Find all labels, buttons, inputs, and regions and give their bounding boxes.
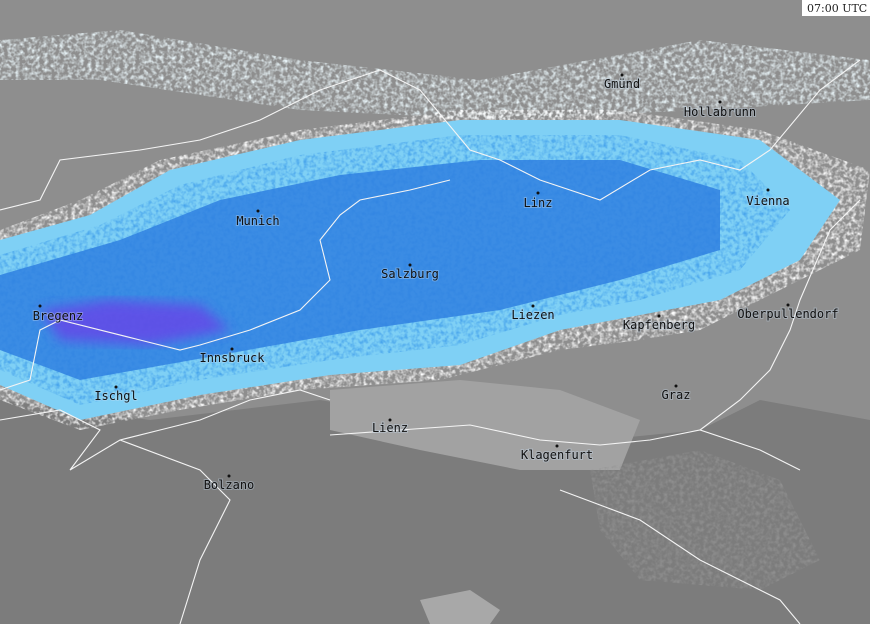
valley: [330, 380, 640, 470]
lake: [420, 590, 500, 624]
city-label: Hollabrunn: [684, 105, 756, 119]
city-label: Vienna: [746, 194, 789, 208]
city-label: Klagenfurt: [521, 448, 593, 462]
border: [0, 59, 861, 211]
city-label: Bolzano: [204, 478, 255, 492]
border: [559, 489, 801, 624]
city-label: Graz: [662, 388, 691, 402]
city-dot: [531, 304, 535, 308]
border: [0, 179, 451, 391]
city-labels: Gmünd Hollabrunn Linz Vienna Munich Salz…: [32, 76, 840, 493]
city-label: Munich: [236, 214, 279, 228]
city-label: Salzburg: [381, 267, 439, 281]
city-label: Bregenz: [33, 309, 84, 323]
city-label: Kapfenberg: [623, 318, 695, 332]
city-dot: [408, 263, 412, 267]
city-dot: [674, 384, 678, 388]
clutter: [590, 450, 820, 590]
light-precip: [0, 30, 870, 120]
city-dot: [536, 191, 540, 195]
city-label: Lienz: [372, 421, 408, 435]
timestamp: 07:00 UTC: [807, 2, 867, 15]
city-dot: [227, 474, 231, 478]
city-dot: [38, 304, 42, 308]
city-label: Gmünd: [604, 77, 640, 91]
city-dot: [620, 73, 624, 77]
border: [119, 439, 231, 624]
city-markers: [38, 73, 790, 478]
city-dot: [766, 188, 770, 192]
border: [699, 199, 861, 431]
border: [329, 424, 801, 471]
city-dot: [555, 444, 559, 448]
city-label: Innsbruck: [199, 351, 265, 365]
city-label: Ischgl: [94, 389, 137, 403]
city-dot: [388, 418, 392, 422]
city-label: Linz: [524, 196, 553, 210]
city-dot: [256, 209, 260, 213]
city-label: Oberpullendorf: [737, 307, 838, 321]
city-label: Liezen: [511, 308, 554, 322]
city-dot: [230, 347, 234, 351]
city-dot: [786, 303, 790, 307]
city-dot: [657, 314, 661, 318]
border: [0, 389, 331, 471]
timestamp-box: [802, 0, 870, 16]
city-dot: [114, 385, 118, 389]
city-dot: [718, 100, 722, 104]
precip-intense: [40, 300, 230, 345]
